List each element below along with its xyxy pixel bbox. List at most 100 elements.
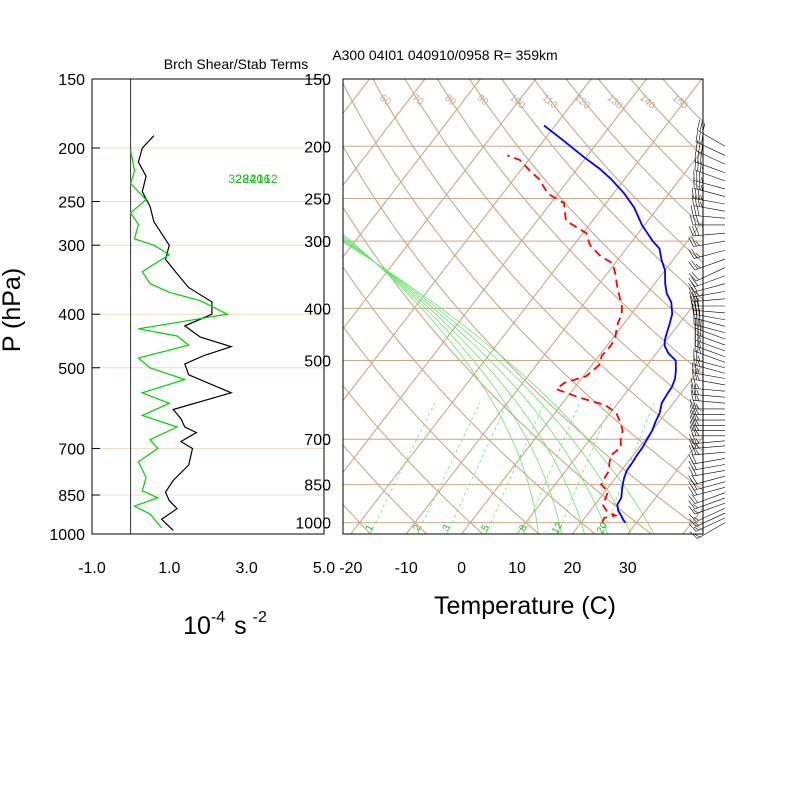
barb-feather [699, 201, 703, 208]
barb-feather [692, 409, 697, 421]
barb-feather [701, 167, 704, 174]
mixing-ratio-label: 3 [441, 523, 454, 534]
wind-barb [694, 151, 726, 174]
left-y-tick-label: 1000 [49, 527, 85, 544]
barb-staff [693, 298, 726, 302]
wind-barb [695, 140, 726, 165]
left-profile-line [137, 135, 234, 531]
skewt-y-tick-label: 400 [304, 301, 331, 318]
left-y-tick-label: 700 [58, 441, 85, 458]
dry-adiabat [436, 79, 703, 375]
isotherm [627, 435, 703, 534]
skewt-background-lines [343, 79, 703, 534]
wind-barb [690, 205, 726, 219]
skewt-y-tick-label: 500 [304, 354, 331, 371]
barb-feather [694, 340, 696, 352]
left-x-tick-labels: -1.0 1.0 3.0 5.0 [78, 560, 335, 577]
dewpoint-profile [506, 154, 624, 523]
barb-staff [693, 379, 726, 386]
barb-feather [693, 205, 697, 216]
wind-barb [694, 329, 726, 352]
skewt-y-tick-labels: 150 200 250 300 400 500 700 850 1000 [295, 72, 331, 533]
barb-feather [695, 438, 700, 444]
barb-feather [695, 240, 700, 246]
barb-feather [697, 160, 699, 172]
wind-barbs [688, 120, 726, 539]
barb-feather [690, 378, 694, 389]
barb-staff [694, 345, 726, 358]
barb-feather [697, 368, 700, 375]
barb-feather [700, 153, 702, 164]
left-x-tick-label: 1.0 [158, 560, 180, 577]
barb-staff [694, 283, 726, 293]
left-y-tick-label: 400 [58, 307, 85, 324]
barb-feather [691, 291, 697, 302]
barb-feather [691, 494, 698, 503]
barb-feather [694, 195, 697, 207]
barb-feather [694, 304, 697, 315]
barb-feather [699, 347, 701, 354]
dry-adiabat [343, 384, 484, 534]
barb-feather [691, 271, 699, 281]
barb-feather [694, 151, 696, 162]
moist-adiabat [343, 233, 539, 534]
barb-feather [691, 260, 698, 270]
wind-barb [688, 492, 726, 504]
isotherm [350, 79, 703, 534]
barb-feather [693, 384, 697, 395]
stability-panel: 150 200 250 300 400 500 700 850 1000 -1.0 1.0 3.0 5… [0, 56, 335, 640]
barb-staff [695, 507, 726, 522]
dry-adiabat [343, 145, 703, 532]
left-y-tick-label: 150 [58, 72, 85, 89]
barb-feather [688, 433, 694, 444]
barb-staff [693, 309, 726, 314]
mixing-ratio-line [369, 402, 436, 534]
barb-staff [694, 187, 726, 197]
barb-feather [691, 433, 697, 444]
barb-feather [699, 336, 701, 343]
wind-barb [696, 120, 726, 147]
barb-feather [688, 466, 694, 477]
barb-feather [693, 516, 699, 521]
left-y-tick-label: 500 [58, 361, 85, 378]
dry-adiabat [501, 79, 703, 300]
barb-staff [697, 522, 726, 539]
barb-staff [695, 141, 726, 156]
barb-staff [694, 492, 726, 504]
barb-staff [694, 339, 726, 352]
wind-barb [688, 248, 726, 259]
wind-barb [690, 378, 726, 392]
moist-adiabat-label: 12 [264, 172, 278, 186]
barb-feather [702, 123, 706, 134]
barb-staff [694, 169, 726, 182]
wind-barb [688, 502, 726, 515]
dry-adiabat [343, 325, 540, 534]
skewt-x-tick-label: -20 [339, 560, 362, 577]
barb-staff [693, 232, 726, 237]
left-x-tick-label: -1.0 [78, 560, 106, 577]
barb-feather [691, 286, 697, 297]
barb-feather [697, 324, 699, 336]
barb-staff [694, 475, 726, 485]
barb-staff [693, 240, 726, 247]
barb-feather [690, 205, 694, 216]
isotherm [343, 79, 426, 187]
barb-feather [691, 368, 694, 380]
barb-feather [692, 415, 697, 426]
barb-feather [697, 318, 699, 330]
barb-feather [689, 404, 694, 415]
mixing-ratio-line [485, 402, 545, 534]
barb-feather [688, 518, 697, 527]
barb-feather [700, 184, 704, 191]
wind-barb [688, 507, 726, 522]
dry-adiabat [343, 444, 428, 534]
barb-feather [691, 465, 697, 476]
barb-feather [697, 355, 701, 362]
barb-feather [701, 134, 704, 145]
skewt-x-tick-label: 30 [619, 560, 637, 577]
wind-barb [694, 340, 726, 363]
x-label-exponent: -4 [211, 609, 225, 626]
barb-staff [695, 512, 726, 527]
skewt-x-axis-label: Temperature (C) [434, 592, 616, 620]
wind-barb [689, 409, 725, 421]
